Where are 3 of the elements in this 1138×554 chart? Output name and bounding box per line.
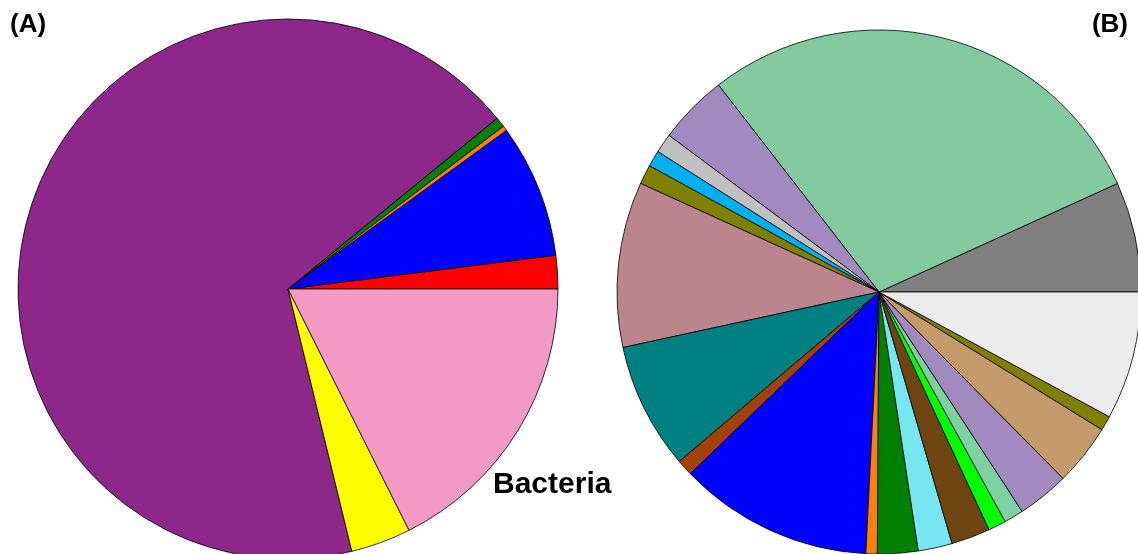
text: Bacteria: [493, 466, 612, 500]
chart-title: (B): [1091, 8, 1128, 39]
chart-title: (A): [10, 8, 47, 39]
